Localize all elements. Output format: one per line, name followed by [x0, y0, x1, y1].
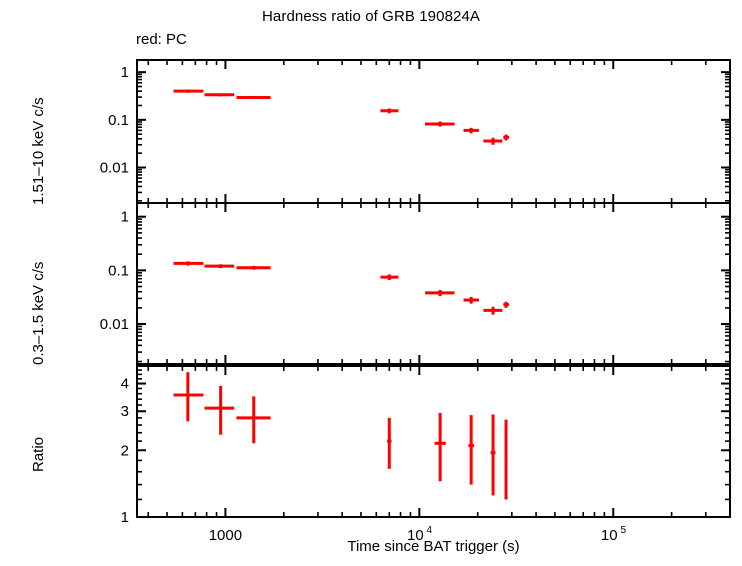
x-axis-label: Time since BAT trigger (s): [347, 538, 520, 555]
data-point: [490, 414, 496, 496]
x-tick-label: 10: [601, 527, 618, 544]
y-tick-label: 1: [121, 509, 129, 526]
data-points-layer: [173, 89, 509, 500]
data-point: [503, 134, 509, 141]
y-tick-label: 0.01: [100, 316, 129, 333]
data-point: [387, 417, 392, 469]
data-point: [380, 108, 399, 114]
y-tick-label: 1: [121, 209, 129, 226]
x-tick-label-exponent: 5: [620, 525, 626, 536]
y-tick-label: 0.1: [108, 262, 129, 279]
y-tick-label: 2: [121, 442, 129, 459]
data-point: [483, 137, 503, 145]
axes-layer: [136, 59, 731, 518]
y-tick-label: 1: [121, 64, 129, 81]
data-point: [204, 93, 235, 97]
data-point: [425, 121, 455, 127]
data-point: [463, 296, 479, 304]
data-point: [236, 396, 271, 444]
panel-frame-hard-band: [136, 59, 731, 204]
data-point: [425, 290, 455, 297]
data-point: [468, 415, 475, 485]
page-title: Hardness ratio of GRB 190824A: [261, 8, 481, 25]
y-tick-label: 0.01: [100, 160, 129, 177]
x-tick-label: 10: [407, 527, 424, 544]
data-point: [504, 419, 508, 500]
data-point: [463, 127, 479, 134]
data-point: [380, 274, 399, 281]
data-point: [503, 301, 509, 308]
data-point: [236, 265, 271, 270]
data-point: [236, 95, 271, 100]
data-point: [434, 412, 446, 482]
x-tick-label: 1000: [209, 527, 242, 544]
y-tick-label: 0.1: [108, 112, 129, 129]
x-tick-label-exponent: 4: [427, 525, 433, 536]
data-point: [204, 264, 235, 269]
panel-frame-soft-band: [136, 202, 731, 365]
data-point: [173, 89, 204, 93]
data-point: [483, 306, 503, 315]
data-point: [173, 372, 204, 422]
data-point: [173, 261, 204, 266]
data-point: [204, 385, 235, 435]
y-tick-label: 4: [121, 376, 129, 393]
y-tick-label: 3: [121, 403, 129, 420]
panel-frame-ratio: [136, 365, 731, 518]
legend-note: red: PC: [136, 31, 187, 48]
